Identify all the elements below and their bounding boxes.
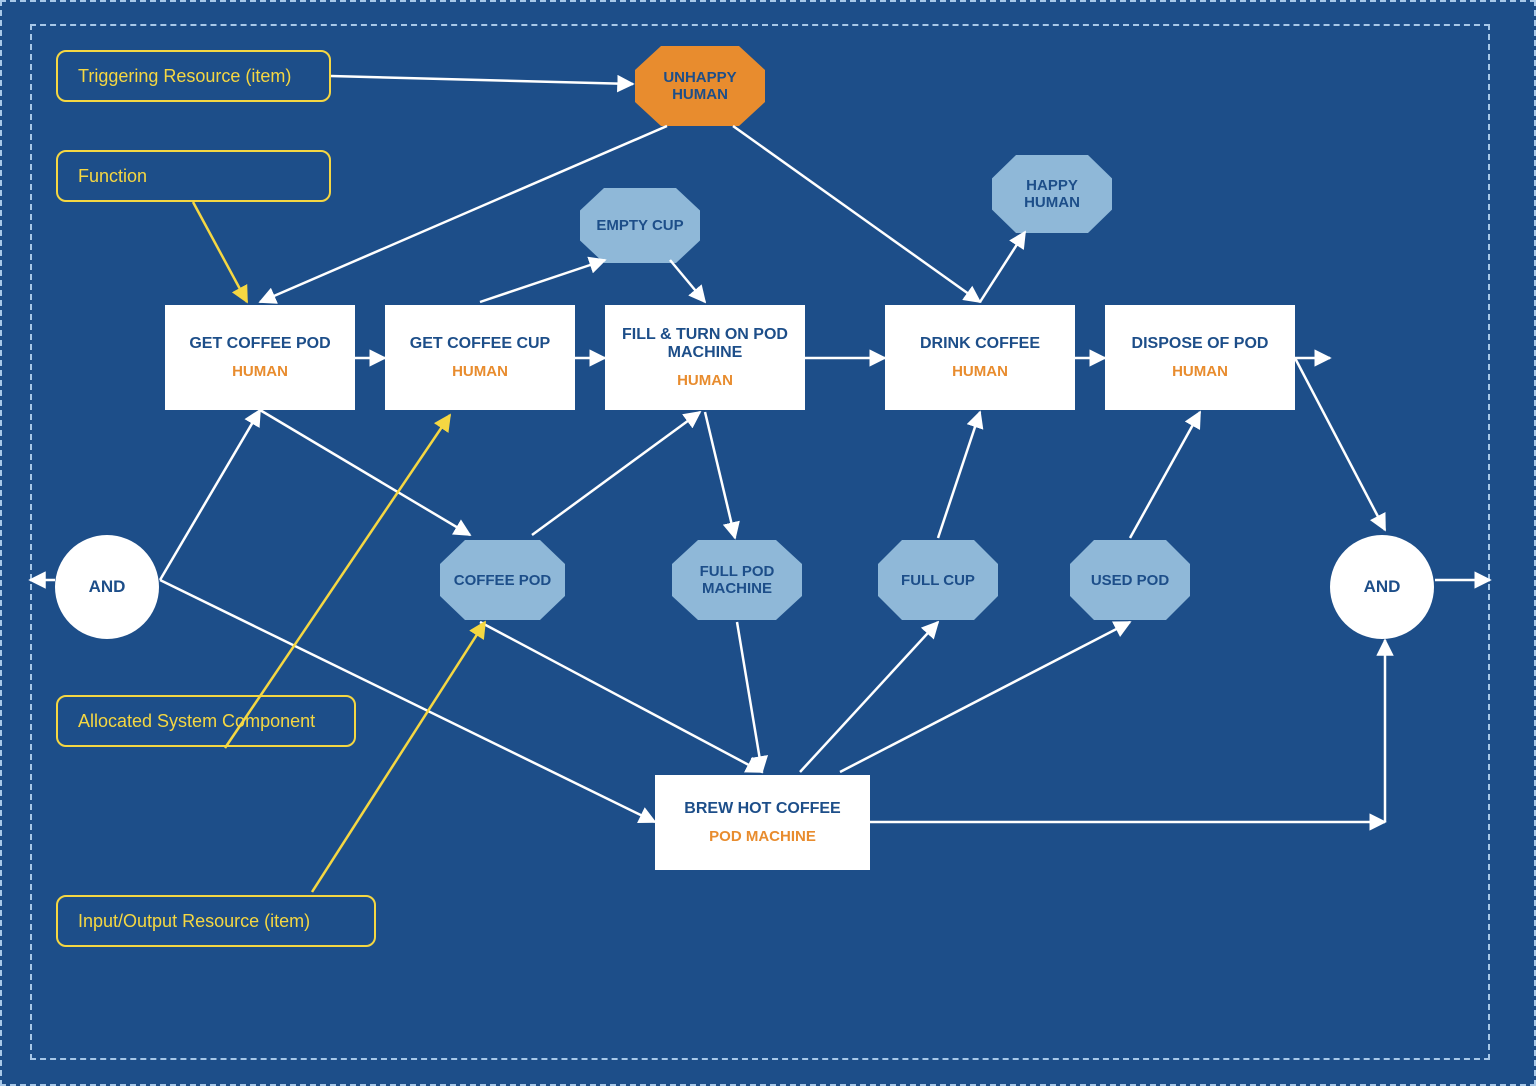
resource-coffee-pod: COFFEE POD: [440, 540, 565, 620]
legend-label: Allocated System Component: [78, 711, 315, 731]
function-get-coffee-cup: GET COFFEE CUP HUMAN: [385, 305, 575, 410]
function-allocation: HUMAN: [952, 363, 1008, 380]
circle-label: AND: [89, 577, 126, 597]
legend-label: Input/Output Resource (item): [78, 911, 310, 931]
function-allocation: HUMAN: [452, 363, 508, 380]
function-dispose-pod: DISPOSE OF POD HUMAN: [1105, 305, 1295, 410]
hex-label: EMPTY CUP: [596, 217, 683, 234]
function-allocation: POD MACHINE: [709, 828, 816, 845]
function-title: DISPOSE OF POD: [1132, 335, 1269, 353]
legend-function: Function: [56, 150, 331, 202]
legend-label: Triggering Resource (item): [78, 66, 291, 86]
function-get-coffee-pod: GET COFFEE POD HUMAN: [165, 305, 355, 410]
hex-label: UNHAPPY HUMAN: [643, 69, 757, 103]
hex-label: COFFEE POD: [454, 572, 552, 589]
legend-triggering-resource: Triggering Resource (item): [56, 50, 331, 102]
resource-empty-cup: EMPTY CUP: [580, 188, 700, 263]
function-allocation: HUMAN: [677, 372, 733, 389]
function-title: GET COFFEE POD: [189, 335, 330, 353]
function-title: DRINK COFFEE: [920, 335, 1040, 353]
function-title: GET COFFEE CUP: [410, 335, 550, 353]
function-title: FILL & TURN ON POD MACHINE: [613, 326, 797, 362]
hex-label: FULL CUP: [901, 572, 975, 589]
hex-label: HAPPY HUMAN: [1000, 177, 1104, 211]
circle-label: AND: [1364, 577, 1401, 597]
function-allocation: HUMAN: [1172, 363, 1228, 380]
and-gate-left: AND: [55, 535, 159, 639]
function-fill-turn-on: FILL & TURN ON POD MACHINE HUMAN: [605, 305, 805, 410]
legend-allocated-component: Allocated System Component: [56, 695, 356, 747]
and-gate-right: AND: [1330, 535, 1434, 639]
hex-label: FULL POD MACHINE: [680, 563, 794, 597]
resource-unhappy-human: UNHAPPY HUMAN: [635, 46, 765, 126]
function-brew-hot-coffee: BREW HOT COFFEE POD MACHINE: [655, 775, 870, 870]
function-title: BREW HOT COFFEE: [684, 800, 840, 818]
resource-happy-human: HAPPY HUMAN: [992, 155, 1112, 233]
resource-full-cup: FULL CUP: [878, 540, 998, 620]
function-drink-coffee: DRINK COFFEE HUMAN: [885, 305, 1075, 410]
legend-io-resource: Input/Output Resource (item): [56, 895, 376, 947]
hex-label: USED POD: [1091, 572, 1169, 589]
function-allocation: HUMAN: [232, 363, 288, 380]
resource-full-pod-machine: FULL POD MACHINE: [672, 540, 802, 620]
resource-used-pod: USED POD: [1070, 540, 1190, 620]
legend-label: Function: [78, 166, 147, 186]
